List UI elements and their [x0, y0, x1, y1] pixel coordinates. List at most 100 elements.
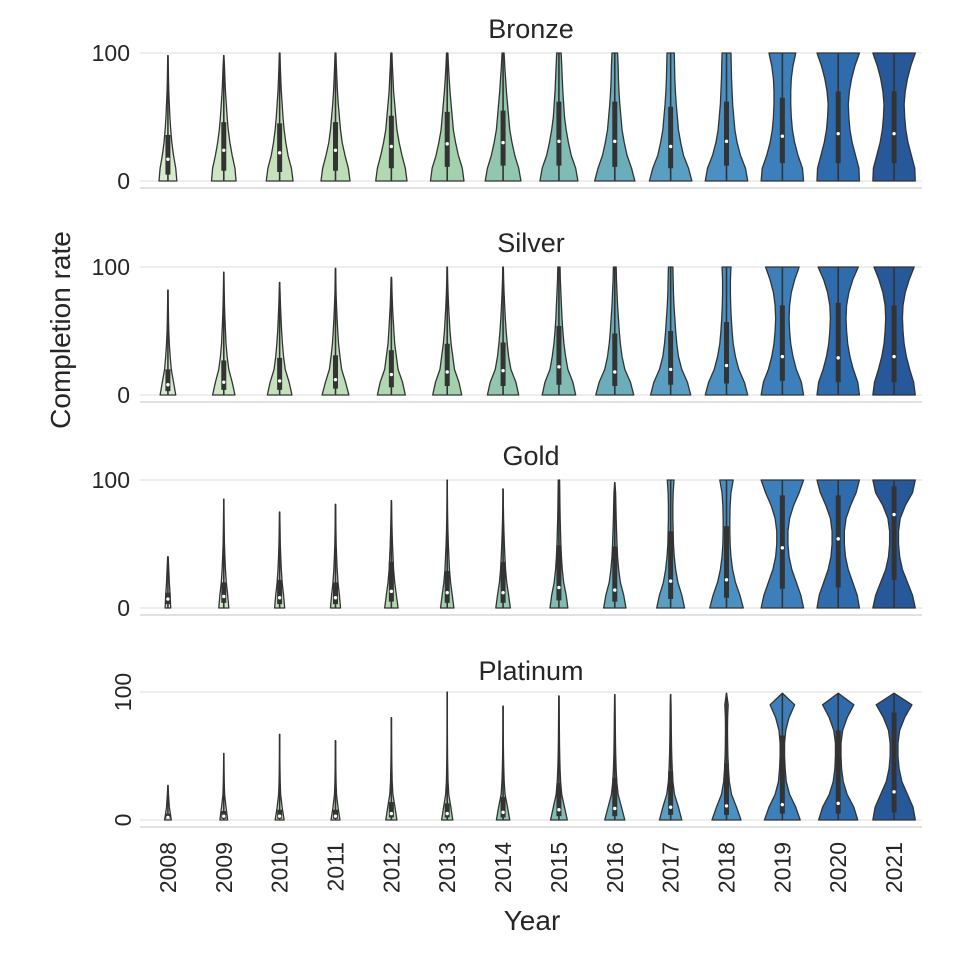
- violin-2011: [329, 503, 342, 609]
- y-tick-label: 0: [110, 814, 136, 827]
- panel-platinum: 0 100 Platinum: [110, 656, 922, 828]
- violin-2020: [816, 52, 861, 182]
- violin-median: [892, 512, 896, 517]
- x-tick-label: 2018: [714, 842, 740, 893]
- y-tick-label: 0: [117, 382, 130, 408]
- violin-2015: [539, 52, 579, 182]
- violin-2015: [549, 479, 569, 609]
- violin-median: [222, 814, 226, 818]
- violin-2008: [159, 289, 177, 396]
- y-axis-label: Completion rate: [45, 231, 76, 429]
- violin-median: [613, 139, 617, 144]
- violin-2008: [158, 54, 178, 182]
- violin-median: [724, 139, 729, 144]
- violin-2020: [816, 479, 861, 609]
- violin-median: [557, 585, 561, 590]
- violin-median: [892, 354, 896, 359]
- violin-2009: [218, 498, 230, 609]
- violin-median: [613, 588, 617, 592]
- violin-2017: [658, 693, 683, 821]
- violin-2015: [549, 695, 568, 821]
- panel-title: Bronze: [488, 14, 574, 44]
- violin-median: [389, 372, 394, 377]
- violin-median: [389, 589, 394, 594]
- violin-2018: [711, 692, 742, 821]
- violin-2010: [266, 281, 293, 396]
- violin-2021: [872, 266, 916, 396]
- violin-2018: [704, 52, 749, 182]
- violin-median: [166, 157, 170, 161]
- violin-median: [501, 368, 505, 373]
- violin-median: [668, 579, 673, 583]
- violin-2016: [604, 693, 626, 821]
- violin-2013: [429, 52, 465, 182]
- violin-2009: [219, 752, 229, 821]
- violin-median: [333, 148, 338, 152]
- panel-bronze: 0 100 Bronze: [92, 14, 922, 194]
- y-tick-label: 0: [117, 595, 130, 621]
- violin-median: [780, 802, 785, 807]
- violin-median: [501, 140, 505, 145]
- violin-median: [445, 370, 449, 374]
- panel-title: Silver: [497, 228, 565, 258]
- violin-median: [836, 131, 840, 136]
- violin-2012: [375, 52, 408, 182]
- x-tick-label: 2019: [769, 842, 795, 893]
- violin-2013: [439, 479, 455, 609]
- x-tick-label: 2011: [323, 842, 349, 891]
- violin-median: [780, 546, 785, 550]
- violin-median: [277, 814, 282, 818]
- violin-2010: [274, 733, 285, 821]
- violin-2010: [265, 52, 294, 182]
- panel-title: Gold: [502, 441, 559, 471]
- violin-median: [836, 537, 840, 541]
- violin-median: [668, 805, 673, 809]
- violin-2019: [760, 479, 805, 609]
- violin-2021: [872, 479, 916, 609]
- violin-2016: [594, 52, 636, 182]
- violin-2011: [321, 267, 350, 396]
- violin-median: [892, 131, 896, 136]
- violin-median: [724, 578, 729, 582]
- violin-2019: [760, 266, 805, 396]
- violin-2017: [648, 52, 693, 182]
- violin-2009: [210, 54, 237, 182]
- x-tick-label: 2012: [378, 842, 404, 893]
- panel-title: Platinum: [478, 656, 583, 686]
- violin-median: [501, 590, 505, 595]
- violin-median: [668, 144, 673, 149]
- x-tick-label: 2017: [658, 842, 684, 893]
- violin-2018: [709, 479, 744, 609]
- violin-median: [445, 811, 449, 816]
- x-axis-label: Year: [504, 905, 561, 936]
- violin-median: [668, 367, 673, 372]
- violin-2019: [760, 52, 805, 182]
- violin-2011: [330, 739, 341, 821]
- violin-2015: [541, 266, 577, 396]
- violin-median: [333, 596, 338, 600]
- y-tick-label: 100: [92, 254, 130, 280]
- violin-median: [445, 590, 449, 595]
- violin-median: [222, 380, 226, 384]
- x-tick-label: 2021: [881, 842, 907, 893]
- violin-2011: [320, 52, 351, 182]
- x-tick-labels: 2008 2009 2010 2011 2012 2013 2014 2015 2016 2017…: [155, 842, 907, 893]
- violin-median: [724, 363, 729, 368]
- violin-median: [557, 365, 561, 369]
- violin-2018: [704, 266, 749, 396]
- violin-median: [389, 811, 394, 816]
- violin-2008: [164, 556, 172, 609]
- violin-2012: [376, 276, 406, 396]
- violin-median: [333, 377, 338, 382]
- violin-2014: [495, 705, 511, 821]
- x-tick-label: 2014: [490, 842, 516, 893]
- violin-2014: [495, 488, 511, 609]
- x-tick-label: 2009: [211, 842, 237, 893]
- violin-median: [557, 139, 561, 144]
- violin-median: [780, 134, 785, 138]
- violin-median: [277, 151, 282, 155]
- x-tick-label: 2016: [602, 842, 628, 893]
- x-tick-label: 2015: [546, 842, 572, 893]
- violin-2014: [484, 52, 522, 182]
- x-tick-label: 2008: [155, 842, 181, 893]
